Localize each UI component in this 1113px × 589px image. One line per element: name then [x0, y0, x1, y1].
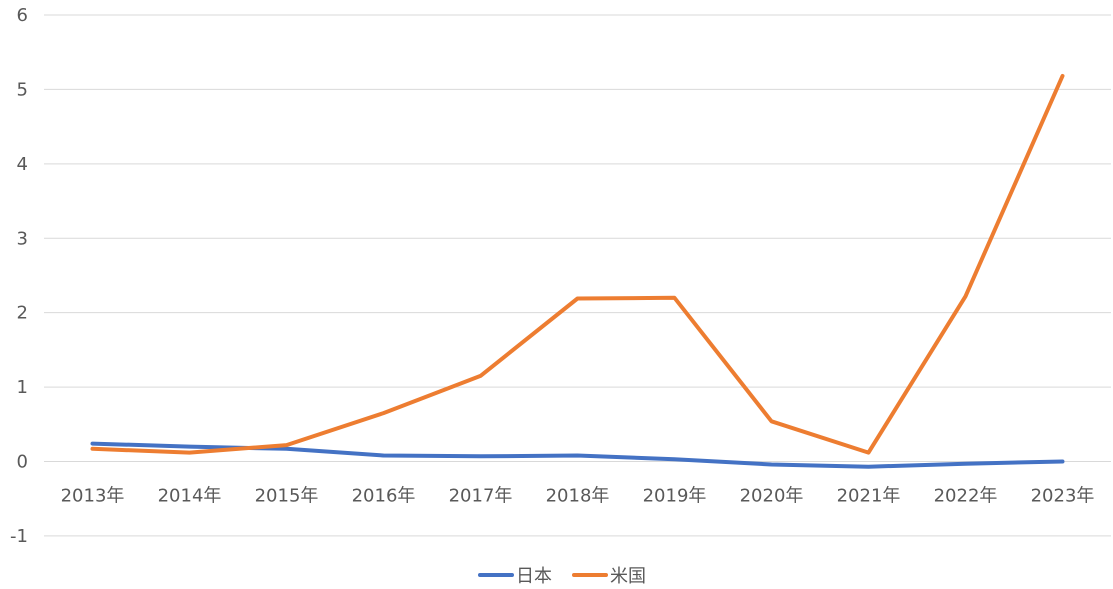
y-tick-label: -1: [10, 526, 28, 547]
x-tick-label: 2022年: [934, 486, 998, 507]
series-lines: [90, 74, 1065, 469]
y-tick-label: 0: [17, 452, 28, 473]
x-axis-tick-labels: 2013年 2014年 2015年 2016年 2017年 2018年 2019年 2020年…: [61, 486, 1095, 507]
y-tick-label: 6: [17, 5, 28, 26]
y-tick-label: 1: [17, 377, 28, 398]
x-tick-label: 2018年: [546, 486, 610, 507]
x-tick-label: 2020年: [740, 486, 804, 507]
legend-item: 米国: [572, 566, 646, 587]
x-tick-label: 2014年: [158, 486, 222, 507]
legend-label: 日本: [516, 566, 552, 587]
x-tick-label: 2013年: [61, 486, 125, 507]
x-tick-label: 2021年: [837, 486, 901, 507]
y-axis-tick-labels: -1 0 1 2 3 4 5 6: [10, 5, 28, 547]
y-tick-label: 2: [17, 303, 28, 324]
x-tick-label: 2017年: [449, 486, 513, 507]
y-tick-label: 4: [17, 154, 28, 175]
y-tick-label: 3: [17, 228, 28, 249]
x-tick-label: 2019年: [643, 486, 707, 507]
x-tick-label: 2016年: [352, 486, 416, 507]
gridlines: [44, 14, 1111, 537]
series-line-2: [90, 74, 1065, 455]
legend: 日本 米国: [478, 566, 646, 587]
legend-label: 米国: [610, 566, 646, 587]
x-tick-label: 2015年: [255, 486, 319, 507]
y-tick-label: 5: [17, 79, 28, 100]
x-tick-label: 2023年: [1031, 486, 1095, 507]
legend-item: 日本: [478, 566, 552, 587]
